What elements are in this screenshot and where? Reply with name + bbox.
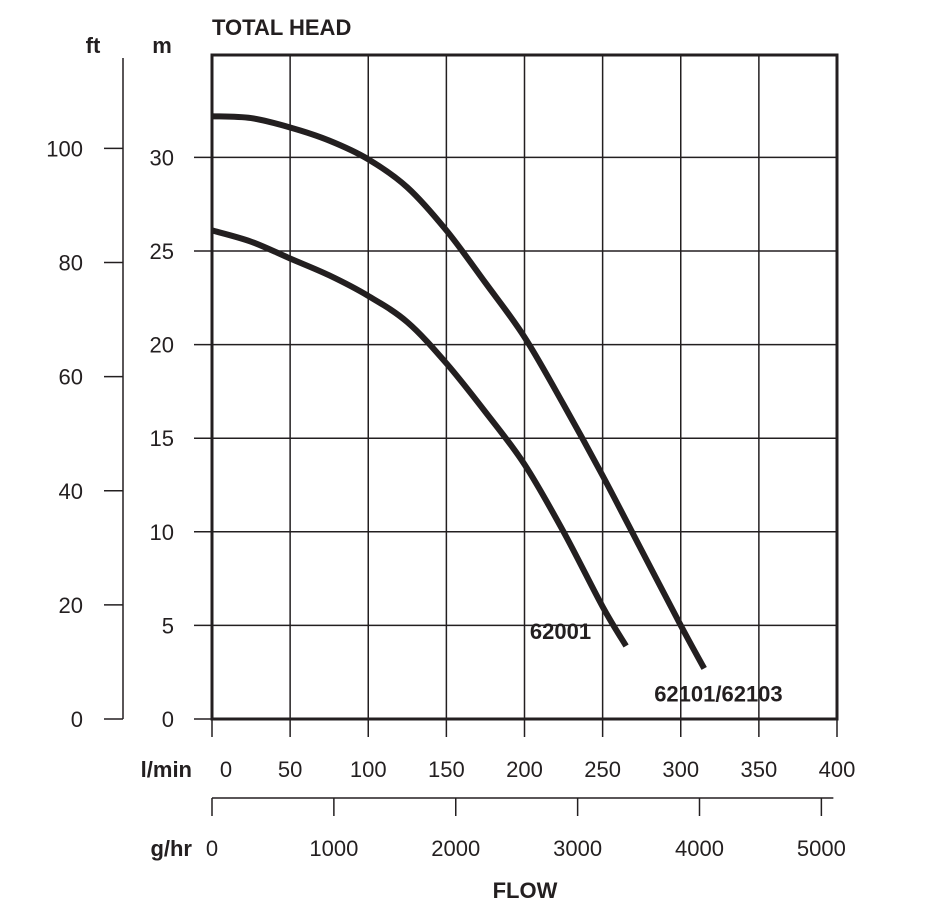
x-tick-label-lmin: 250 (584, 757, 621, 782)
series-label: 62101/62103 (654, 681, 782, 706)
y-tick-label-ft: 0 (71, 707, 83, 732)
x-tick-label-lmin: 200 (506, 757, 543, 782)
series-labels: 62101/62103 62001 (530, 619, 783, 706)
y-tick-label-ft: 80 (59, 251, 83, 276)
x-unit-ghr: g/hr (150, 836, 192, 861)
y-tick-label-ft: 20 (59, 593, 83, 618)
y-tick-label-m: 25 (150, 239, 174, 264)
y-tick-label-m: 20 (150, 333, 174, 358)
x-tick-label-lmin: 100 (350, 757, 387, 782)
x-tick-label-ghr: 1000 (309, 836, 358, 861)
x-tick-label-lmin: 400 (819, 757, 856, 782)
x-tick-label-ghr: 2000 (431, 836, 480, 861)
x-tick-label-ghr: 3000 (553, 836, 602, 861)
y-tick-label-m: 10 (150, 520, 174, 545)
chart-title: TOTAL HEAD (212, 15, 351, 40)
series-curves (211, 113, 707, 670)
x-tick-label-lmin: 0 (220, 757, 232, 782)
y-tick-label-ft: 100 (46, 136, 83, 161)
x-tick-label-lmin: 350 (741, 757, 778, 782)
x-tick-label-lmin: 300 (662, 757, 699, 782)
x-tick-label-lmin: 50 (278, 757, 302, 782)
y-tick-label-m: 0 (162, 707, 174, 732)
x-tick-label-ghr: 0 (206, 836, 218, 861)
x-tick-label-ghr: 5000 (797, 836, 846, 861)
y-unit-m: m (152, 33, 172, 58)
series-line-62001 (211, 227, 629, 648)
axes (104, 58, 838, 816)
x-axis-label: FLOW (493, 878, 558, 903)
x-tick-label-ghr: 4000 (675, 836, 724, 861)
x-unit-lmin: l/min (141, 757, 192, 782)
tick-labels: 0 50 100 150 200 250 300 350 4000510152025300204… (46, 136, 855, 861)
y-tick-label-m: 15 (150, 426, 174, 451)
y-tick-label-ft: 40 (59, 479, 83, 504)
y-tick-label-ft: 60 (59, 365, 83, 390)
x-tick-label-lmin: 150 (428, 757, 465, 782)
series-label: 62001 (530, 619, 591, 644)
series-line-62101-62103 (211, 113, 707, 670)
y-unit-ft: ft (86, 33, 101, 58)
y-tick-label-m: 30 (150, 145, 174, 170)
y-tick-label-m: 5 (162, 613, 174, 638)
grid (212, 55, 837, 719)
